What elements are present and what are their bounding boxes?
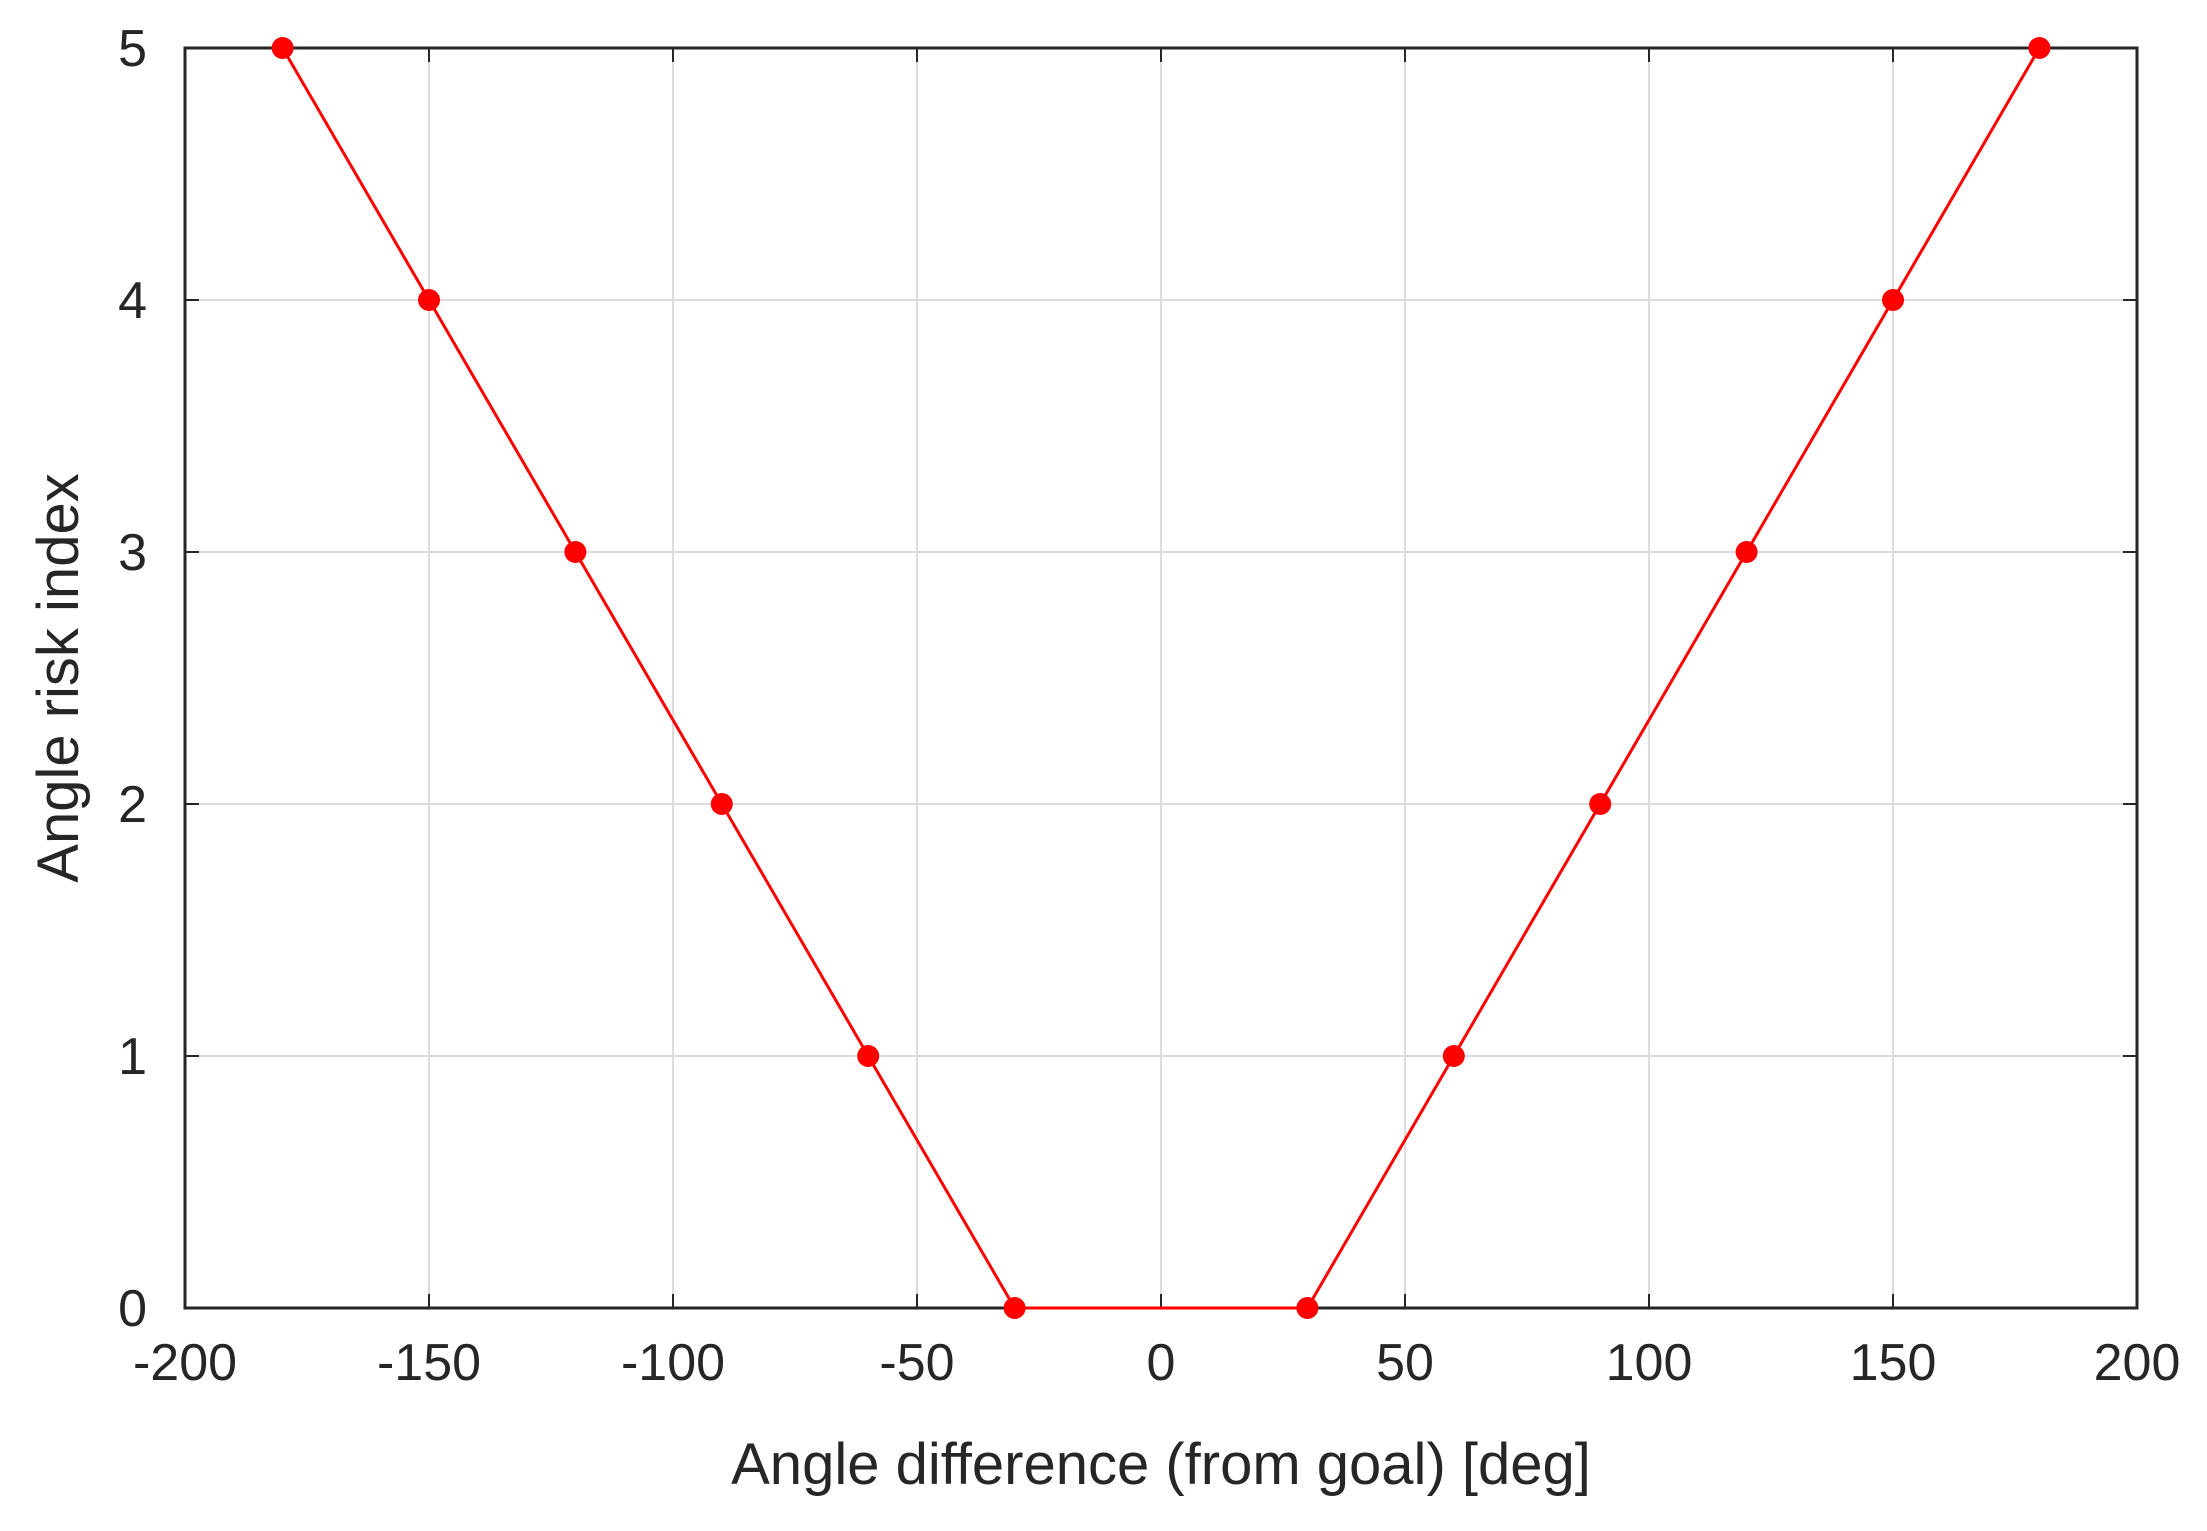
x-tick-label: 50 (1376, 1334, 1434, 1392)
x-tick-label: 100 (1606, 1334, 1693, 1392)
x-tick-labels: -200 -150 -100 -50 0 50 100 150 200 (133, 1334, 2180, 1392)
data-point (1882, 289, 1904, 311)
x-tick-label: 150 (1850, 1334, 1937, 1392)
x-tick-label: 200 (2094, 1334, 2181, 1392)
y-tick-labels: 0 1 2 3 4 5 (118, 20, 147, 1338)
y-tick-label: 4 (118, 272, 147, 330)
y-tick-label: 1 (118, 1028, 147, 1086)
y-tick-label: 5 (118, 20, 147, 78)
data-point (1003, 1297, 1026, 1319)
y-tick-label: 0 (118, 1280, 147, 1338)
x-tick-label: -150 (377, 1334, 481, 1392)
data-point (1735, 541, 1758, 563)
series-line (281, 47, 2041, 1310)
x-axis-label: Angle difference (from goal) [deg] (731, 1432, 1591, 1497)
y-axis-label: Angle risk index (26, 473, 91, 882)
x-tick-label: -50 (879, 1334, 954, 1392)
data-point (1589, 793, 1612, 815)
data-point (564, 541, 587, 563)
data-point (857, 1045, 880, 1067)
y-tick-label: 2 (118, 776, 147, 834)
gridlines (184, 47, 2138, 1309)
y-tick-label: 3 (118, 524, 147, 582)
data-point (710, 793, 733, 815)
data-point (1296, 1297, 1319, 1319)
data-point (1442, 1045, 1465, 1067)
x-tick-label: -100 (621, 1334, 725, 1392)
x-tick-label: 0 (1147, 1334, 1176, 1392)
data-point (2028, 37, 2051, 59)
series-layer (271, 37, 2051, 1319)
data-point (418, 289, 440, 311)
x-tick-label: -200 (133, 1334, 237, 1392)
data-point (271, 37, 294, 59)
